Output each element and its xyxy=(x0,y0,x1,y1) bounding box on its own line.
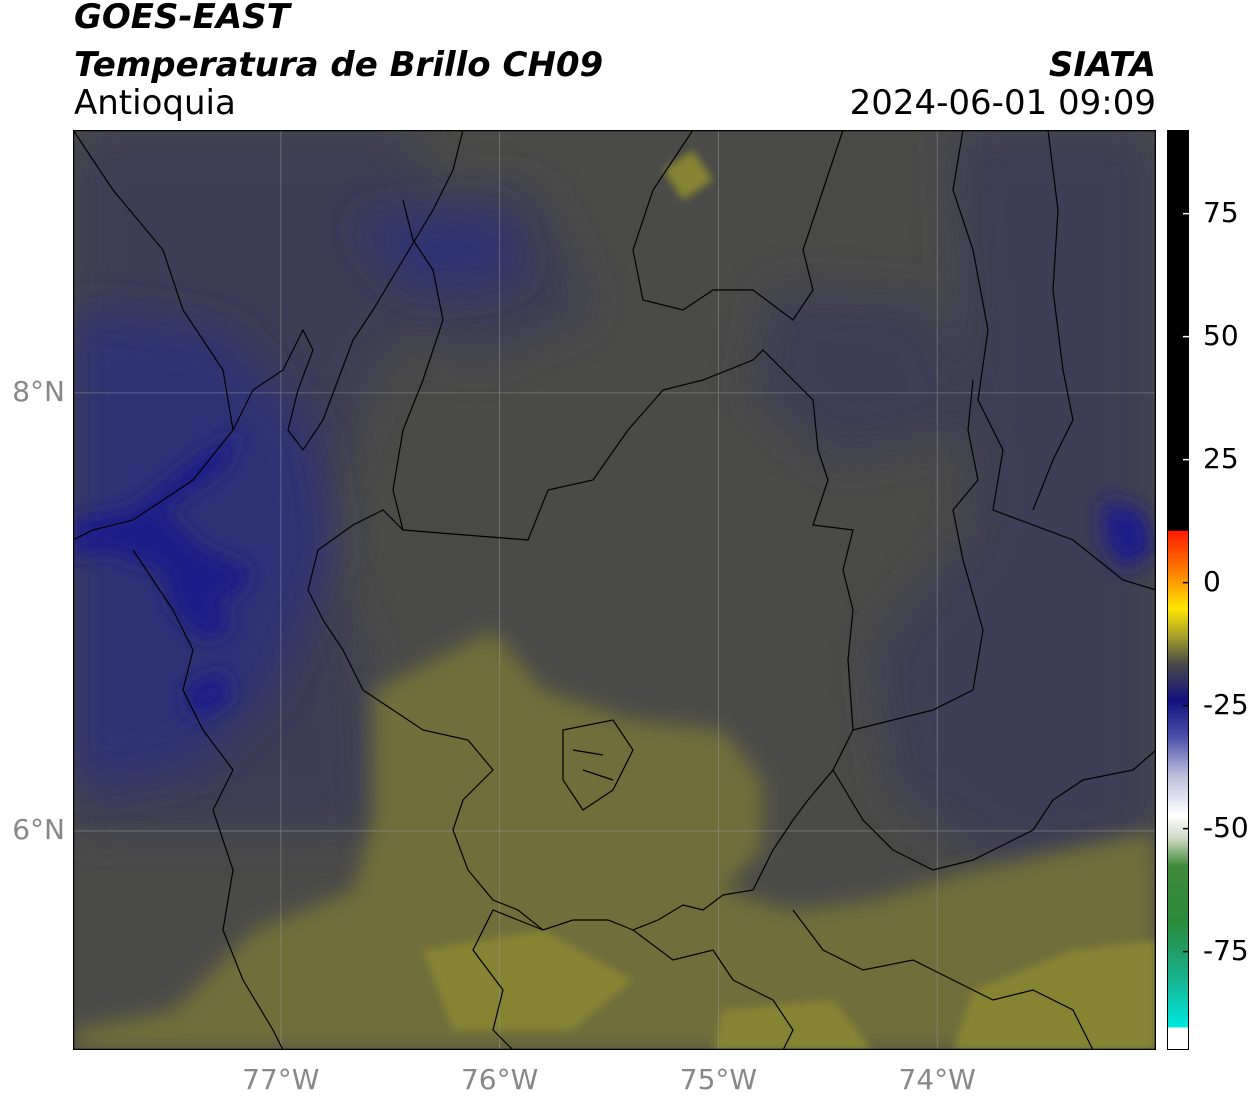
colorbar-tick-label: 75 xyxy=(1203,195,1239,229)
regional-border-mid xyxy=(392,199,444,531)
colorbar-tick-label: 25 xyxy=(1203,441,1239,475)
border-far-east xyxy=(1032,130,1074,511)
brightness-temperature-map xyxy=(73,130,1156,1050)
district-lines xyxy=(562,719,634,811)
colorbar-tick-label: -50 xyxy=(1203,810,1249,844)
olive-warm-region xyxy=(73,630,1156,1050)
lat-tick-label: 8°N xyxy=(12,374,65,408)
departmental-border-north xyxy=(632,130,844,321)
deep-blue-bands xyxy=(73,430,1156,720)
agency-label: SIATA xyxy=(1048,45,1156,85)
lon-tick-label: 77°W xyxy=(242,1063,320,1096)
colorbar-tick-label: 0 xyxy=(1203,564,1221,598)
colorbar-tick-label: -25 xyxy=(1203,687,1249,721)
gulf-of-uraba xyxy=(232,130,464,452)
satellite-title: GOES-EAST xyxy=(74,0,290,37)
colorbar-border xyxy=(1167,130,1189,1050)
lon-tick-label: 76°W xyxy=(460,1063,539,1096)
map-border xyxy=(73,130,1156,1050)
lon-tick-label: 75°W xyxy=(679,1063,758,1096)
colorbar-tick-label: 50 xyxy=(1203,318,1239,352)
colorbar-tick-label: -75 xyxy=(1203,933,1249,967)
colorbar-gradient xyxy=(1167,130,1189,1050)
departmental-border-south xyxy=(472,909,544,1050)
olive-bright-streaks xyxy=(423,150,1156,1050)
coastline-west xyxy=(73,130,284,1050)
boundary-lines xyxy=(73,130,1156,1050)
antioquia-border xyxy=(307,349,854,931)
departmental-border-east xyxy=(852,379,984,731)
temperature-colorbar xyxy=(1167,130,1189,1050)
product-title: Temperatura de Brillo CH09 xyxy=(74,45,604,85)
border-lower-mid xyxy=(632,929,794,1050)
lon-tick-label: 74°W xyxy=(898,1063,976,1096)
border-lower-right xyxy=(792,909,1094,1050)
datetime-label: 2024-06-01 09:09 xyxy=(849,83,1156,123)
lat-tick-label: 6°N xyxy=(12,812,65,846)
region-label: Antioquia xyxy=(74,83,236,123)
gridlines xyxy=(73,130,1156,1050)
regional-border-southeast xyxy=(832,749,1156,871)
regional-border-east xyxy=(952,130,1156,591)
